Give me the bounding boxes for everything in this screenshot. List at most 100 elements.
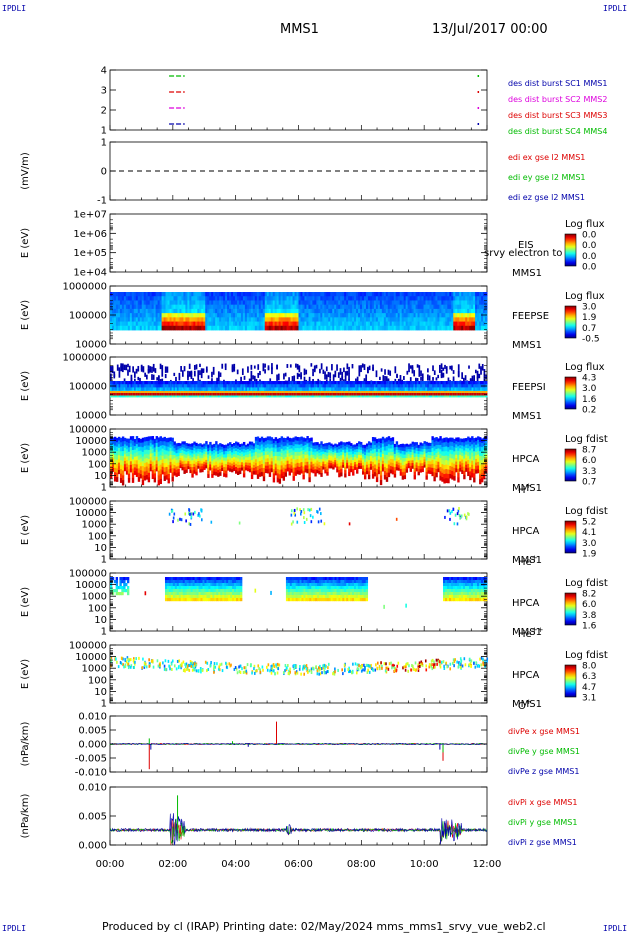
feepse-cell [409,325,412,331]
feepsi-cell [241,393,245,398]
feepse-cell [203,300,206,306]
feepsi-cell [478,393,481,398]
feepse-cell [155,304,159,310]
feepsi-cell [459,381,462,385]
feepse-cell [223,300,226,306]
feepse-cell [387,300,391,306]
feepse-cell [346,300,349,306]
feepse-cell [143,304,147,310]
feepsi-cell [476,387,479,391]
feepsi-cell [250,393,253,398]
feepse-cell [354,292,357,297]
feepsi-cell [281,393,284,396]
feepse-cell [453,296,456,301]
feepse-cell [367,313,371,318]
hpca-h-cell [235,444,238,449]
feepse-cell [153,321,157,327]
hpca-h-cell [175,459,178,464]
feepse-cell [413,325,416,331]
hpca-h-cell [268,440,272,445]
hpca-h-cell [223,473,226,477]
feepsi-cell [181,391,185,393]
hpca-h-cell [211,447,214,452]
feepse-cell [242,321,246,327]
feepsi-cell [331,384,334,388]
feepse-cell [419,308,422,314]
feepse-cell [373,308,377,314]
feepse-spectrogram [110,292,488,331]
feepsi-cell [161,381,164,385]
feepsi-cell [283,393,286,396]
feepse-cell [151,292,155,297]
feepsi-cell [343,393,346,396]
feepsi-cell [360,393,363,398]
feepse-cell [385,325,389,331]
feepse-cell [409,308,412,314]
feepse-cell [346,321,349,327]
feepse-cell [211,313,214,318]
feepsi-cell [358,393,361,396]
feepse-cell [209,325,212,331]
feepse-cell [217,313,220,318]
feepsi-cell [284,393,287,398]
feepse-cell [195,317,198,322]
feepse-cell [387,308,391,314]
feepsi-cell [464,375,467,381]
hpca-h-cell [320,451,323,456]
hpca-h-cell [256,474,260,479]
feepsi-cell [250,364,253,370]
feepsi-cell [142,391,145,393]
feepsi-cell [411,384,414,388]
feepse-cell [443,292,446,297]
feepsi-cell [404,387,407,391]
feepsi-cell [452,387,455,391]
hpca-h-cell [161,459,164,464]
y-tick-label: 1000000 [62,353,107,364]
feepsi-cell [420,370,422,377]
feepse-cell [161,313,164,318]
feepse-cell [399,300,403,306]
spacecraft-name-2: MMS1 [512,268,542,279]
feepsi-cell [185,381,188,385]
feepse-cell [264,304,268,310]
hpca-h-cell [143,441,147,447]
hpca-h-cell [163,476,166,481]
feepsi-cell [264,393,267,396]
hpca-h-cell [268,468,272,473]
feepsi-cell [255,381,258,385]
hpca-h-cell [274,463,278,468]
feepsi-cell [440,384,443,388]
feepsi-cell [240,391,243,393]
feepsi-cell [145,387,149,391]
feepse-cell [292,313,295,318]
feepsi-cell [433,391,436,393]
hpca-h-cell [290,451,293,456]
feepse-cell [175,300,178,306]
feepsi-spectrogram [110,363,488,398]
feepsi-cell [127,369,129,376]
feepse-cell [473,304,476,310]
feepsi-cell [245,391,248,393]
hpca-h-cell [203,453,206,457]
hpca-h-cell [151,453,155,458]
hpca-h-cell [217,450,220,455]
feepsi-cell [411,393,414,398]
feepsi-cell [430,393,433,396]
feepsi-cell [250,391,253,393]
feepsi-cell [351,381,354,385]
feepse-cell [350,321,353,327]
hpca-h-cell [165,462,168,468]
hpca-h-cell [167,446,170,452]
feepse-cell [411,300,414,306]
feepse-cell [409,296,412,301]
feepsi-cell [111,387,114,391]
hpca-h-cell [278,442,282,448]
hpca-h-cell [195,471,198,476]
feepse-cell [300,304,303,310]
feepse-cell [463,313,466,318]
feepse-cell [282,292,286,297]
feepse-cell [479,317,482,322]
feepsi-cell [214,387,217,391]
hpca-h-cell [201,455,204,459]
feepse-cell [231,304,234,310]
